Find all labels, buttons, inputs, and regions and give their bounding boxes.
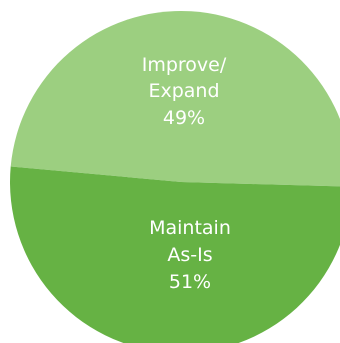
slice-label-improve-percent: 49% xyxy=(163,107,205,129)
slice-label-improve-line2: Expand xyxy=(148,80,219,102)
slice-label-improve-line1: Improve/ xyxy=(142,54,227,76)
pie-slices xyxy=(10,11,340,343)
slice-label-maintain-line2: As-Is xyxy=(167,244,212,266)
slice-maintain-as-is xyxy=(10,166,340,343)
slice-improve-expand xyxy=(10,11,340,187)
slice-label-maintain-percent: 51% xyxy=(169,271,211,293)
slice-label-maintain-line1: Maintain xyxy=(149,217,231,239)
